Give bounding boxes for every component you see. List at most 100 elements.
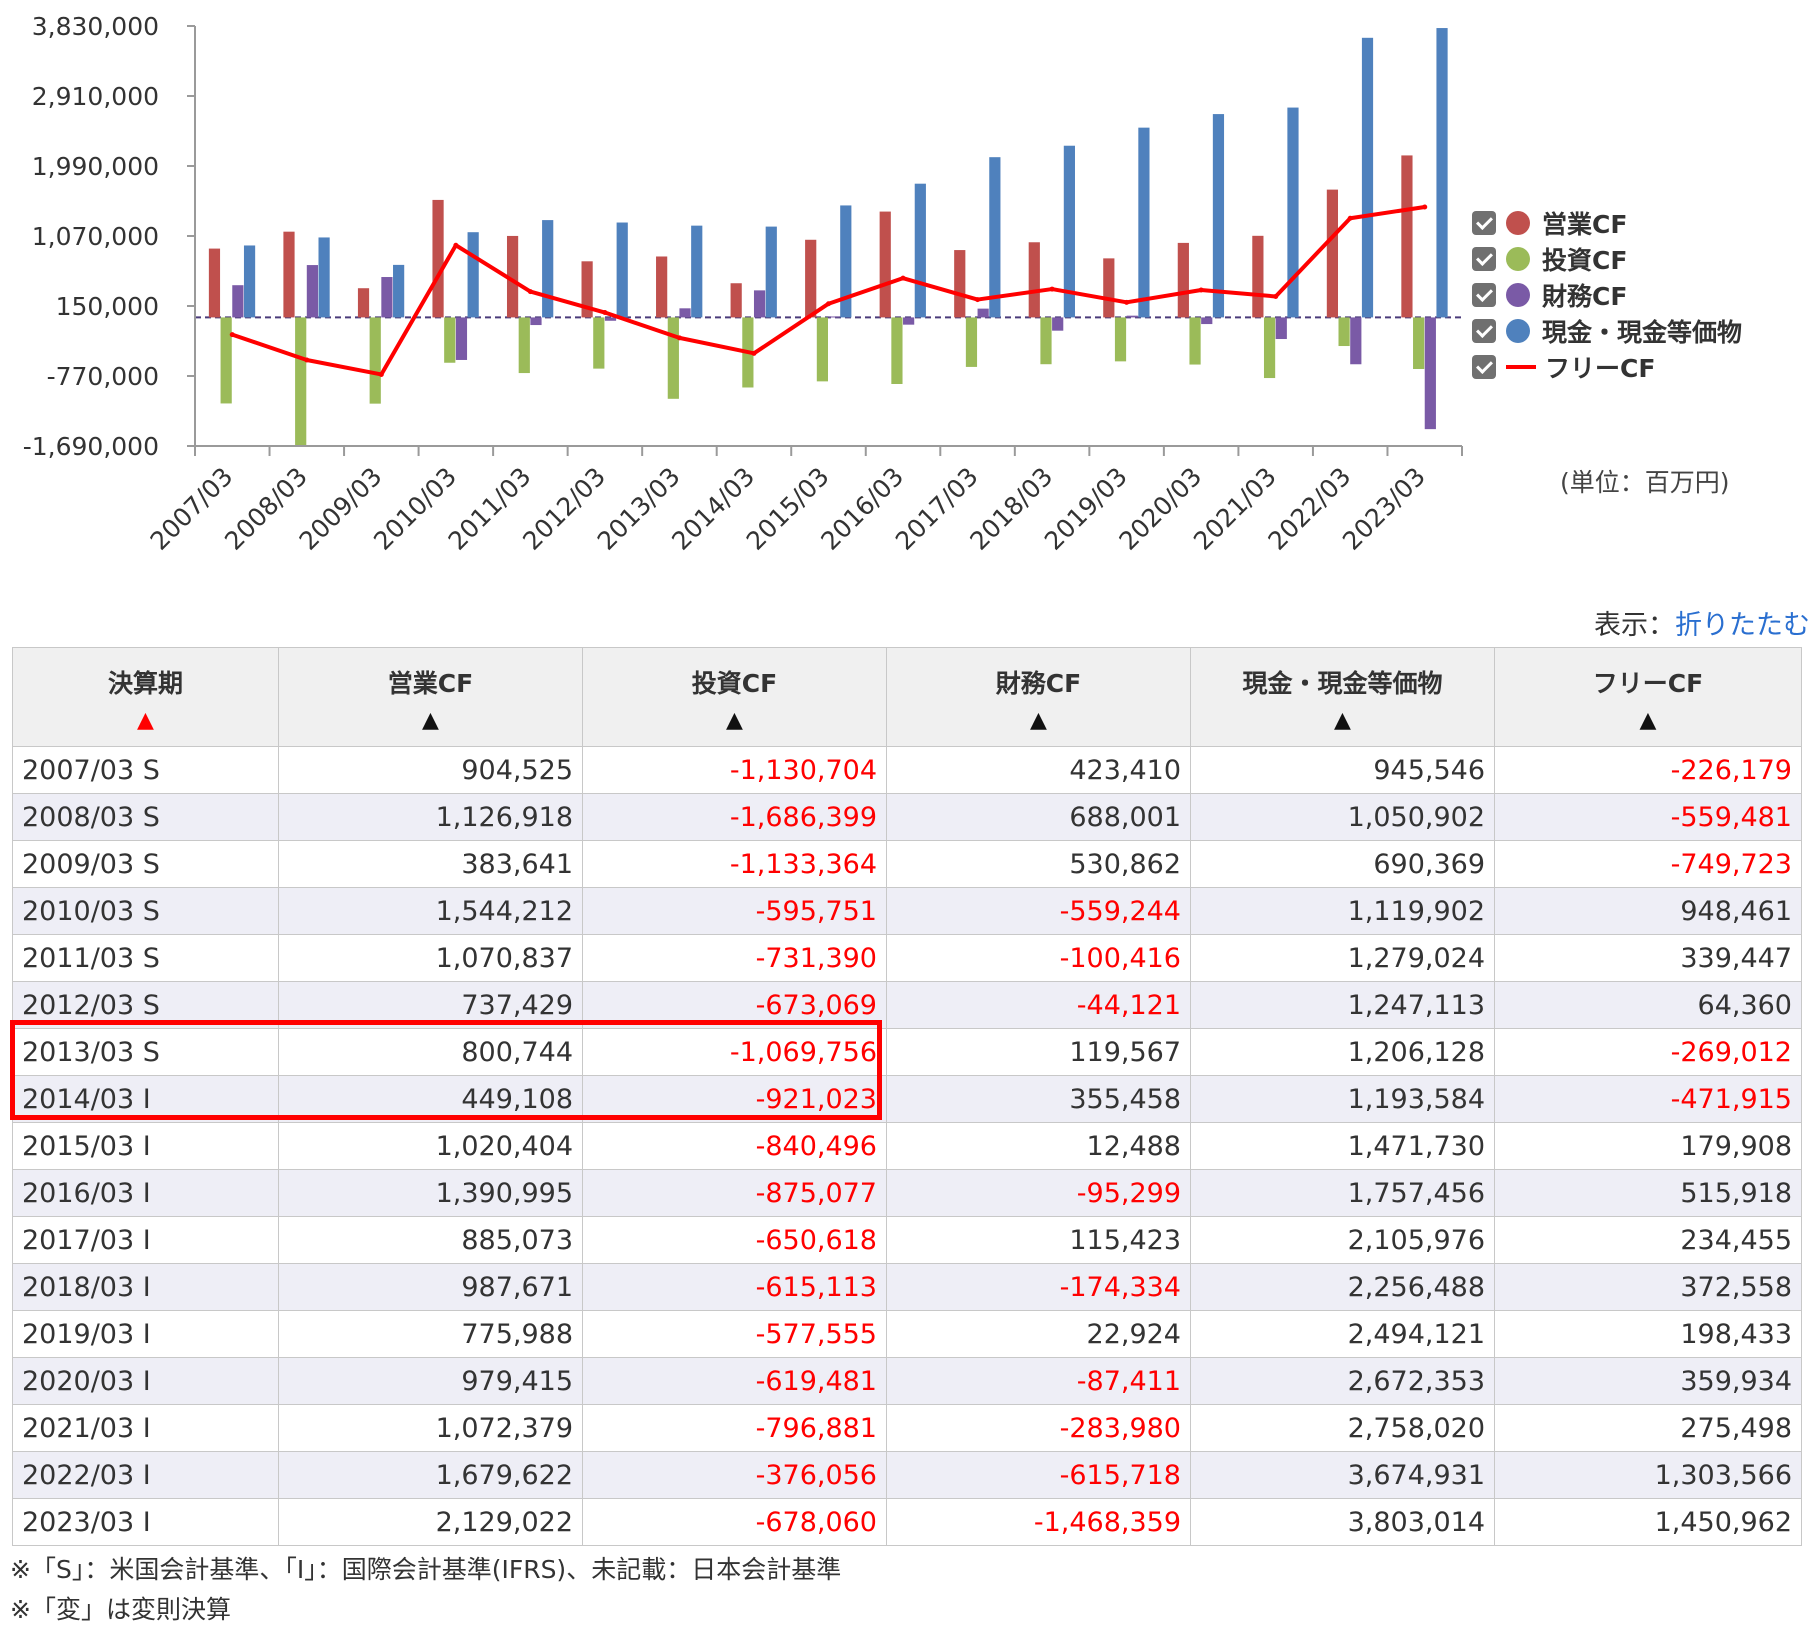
value-cell: 198,433 [1494,1310,1802,1358]
value-cell: 1,247,113 [1190,981,1495,1029]
legend-item-free-cf[interactable]: フリーCF [1472,349,1742,385]
bar [891,317,903,384]
value-cell: -269,012 [1494,1028,1802,1076]
sort-arrow-icon[interactable]: ▲ [1030,707,1047,733]
bar [232,285,244,318]
bar [989,157,1001,318]
bar [1028,242,1040,318]
sort-arrow-icon[interactable]: ▲ [1639,707,1657,733]
column-header-label: 営業CF [387,668,474,698]
table-body: 2007/03 S 904,525 -1,130,704 423,410 945,546… [12,746,1802,1546]
legend-marker-free-cf [1506,365,1536,369]
period-cell: 2020/03 I [12,1357,279,1405]
bar [208,248,221,318]
bar [730,283,742,318]
legend-item-financing-cf[interactable]: 財務CF [1472,277,1742,313]
value-cell: 1,679,622 [278,1451,583,1499]
bar [667,317,679,399]
legend-label-free-cf: フリーCF [1545,354,1656,383]
sort-arrow-icon[interactable]: ▲ [137,707,154,733]
value-cell: -95,299 [886,1169,1191,1217]
column-header: 投資CF ▲ [582,647,887,747]
value-cell: 1,390,995 [278,1169,583,1217]
checkbox-checked-icon[interactable] [1472,283,1496,307]
period-cell: 2014/03 I [12,1075,279,1123]
line-point [453,242,459,248]
checkbox-checked-icon[interactable] [1472,319,1496,343]
value-cell: 64,360 [1494,981,1802,1029]
bar [1401,155,1413,318]
series-line [231,205,1426,377]
legend-label-investing-cf: 投資CF [1542,246,1628,275]
table-row: 2018/03 I 987,671 -615,113 -174,334 2,256,48… [12,1263,1802,1311]
value-cell: -650,618 [582,1216,887,1264]
legend-item-cash[interactable]: 現金・現金等価物 [1472,313,1742,349]
checkbox-checked-icon[interactable] [1472,211,1496,235]
bar [1338,317,1350,347]
value-cell: -796,881 [582,1404,887,1452]
bar [1275,317,1287,340]
line-point [602,310,608,316]
value-cell: -875,077 [582,1169,887,1217]
value-cell: -226,179 [1494,746,1802,794]
value-cell: 2,256,488 [1190,1263,1495,1311]
period-cell: 2023/03 I [12,1498,279,1546]
sort-arrow-icon[interactable]: ▲ [1334,707,1351,733]
value-cell: 372,558 [1494,1263,1802,1311]
table-row: 2019/03 I 775,988 -577,555 22,924 2,494,121 1… [12,1310,1802,1358]
value-cell: 1,757,456 [1190,1169,1495,1217]
chart-legend: 営業CF 投資CF 財務CF 現金・現金等価物 フリーCF [1472,205,1742,385]
value-cell: 2,758,020 [1190,1404,1495,1452]
table-row: 2008/03 S 1,126,918 -1,686,399 688,001 1,050… [12,793,1802,841]
table-row: 2017/03 I 885,073 -650,618 115,423 2,105,976… [12,1216,1802,1264]
bar [1189,317,1201,365]
value-cell: 1,020,404 [278,1122,583,1170]
bar [1424,317,1436,430]
checkbox-checked-icon[interactable] [1472,247,1496,271]
value-cell: -1,130,704 [582,746,887,794]
value-cell: -87,411 [886,1357,1191,1405]
bar [593,317,605,369]
bar [604,317,617,321]
period-cell: 2007/03 S [12,746,279,794]
line-point [1049,286,1055,292]
legend-label-financing-cf: 財務CF [1542,282,1628,311]
bar [1413,317,1425,370]
value-cell: 987,671 [278,1263,583,1311]
bar [1361,37,1374,318]
bar [805,239,817,318]
bar [455,317,468,360]
bar [369,317,381,404]
period-cell: 2017/03 I [12,1216,279,1264]
value-cell: 355,458 [886,1075,1191,1123]
line-point [1347,215,1353,221]
table-row: 2012/03 S 737,429 -673,069 -44,121 1,247,113… [12,981,1802,1029]
value-cell: 2,494,121 [1190,1310,1495,1358]
y-tick-label: -770,000 [47,362,159,391]
cash-flow-chart: 3,830,000 2,910,000 1,990,000 1,070,000 150,… [23,12,1463,556]
value-cell: -1,133,364 [582,840,887,888]
value-cell: -595,751 [582,887,887,935]
collapse-link[interactable]: 折りたたむ [1675,610,1810,641]
bar [679,308,691,318]
legend-item-operating-cf[interactable]: 営業CF [1472,205,1742,241]
value-cell: 2,672,353 [1190,1357,1495,1405]
value-cell: 383,641 [278,840,583,888]
bar [1350,317,1362,365]
bar [530,317,542,326]
period-cell: 2009/03 S [12,840,279,888]
value-cell: 690,369 [1190,840,1495,888]
column-header-label: フリーCF [1592,668,1704,698]
sort-arrow-icon[interactable]: ▲ [422,707,439,733]
sort-arrow-icon[interactable]: ▲ [726,707,743,733]
value-cell: 904,525 [278,746,583,794]
value-cell: -615,113 [582,1263,887,1311]
bar [1040,317,1052,365]
legend-item-investing-cf[interactable]: 投資CF [1472,241,1742,277]
checkbox-checked-icon[interactable] [1472,355,1496,379]
bar [1177,242,1189,318]
bar [1103,258,1115,318]
value-cell: 3,674,931 [1190,1451,1495,1499]
table-row: 2015/03 I 1,020,404 -840,496 12,488 1,471,73… [12,1122,1802,1170]
value-cell: -1,686,399 [582,793,887,841]
